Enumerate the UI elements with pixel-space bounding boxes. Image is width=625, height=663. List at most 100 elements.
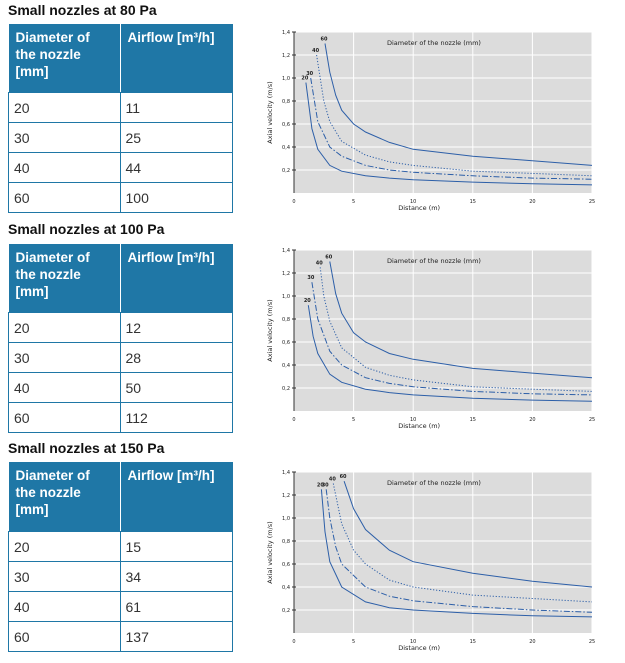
airflow-cell: 11 [119, 92, 233, 123]
y-tick-label: 1,2 [282, 53, 290, 59]
diameter-cell: 20 [8, 312, 121, 343]
x-tick-label: 5 [352, 639, 355, 645]
y-tick-label: 1,0 [282, 516, 290, 522]
y-tick-label: 0,4 [282, 145, 290, 151]
airflow-cell: 100 [119, 182, 233, 213]
header-airflow: Airflow [m³/h] [119, 462, 233, 532]
velocity-chart-80pa: 0,2 0,4 0,6 0,8 1,0 1,2 1,4 0 5 10 15 20 25 Distance … [266, 30, 595, 212]
x-tick-label: 10 [410, 199, 416, 205]
table-row: 20 12 [8, 312, 233, 343]
series-label-20: 20 [304, 298, 311, 304]
series-line-30 [310, 77, 593, 180]
series-line-40 [332, 483, 593, 603]
y-tick-label: 1,4 [282, 30, 290, 36]
table-row: 20 11 [8, 92, 233, 123]
x-tick-label: 0 [292, 639, 295, 645]
section-80pa: Small nozzles at 80 Pa Diameter of the n… [0, 0, 625, 217]
series-line-30 [325, 489, 593, 613]
airflow-cell: 50 [119, 372, 233, 403]
legend-title: Diameter of the nozzle (mm) [387, 39, 481, 47]
x-tick-label: 25 [589, 199, 595, 205]
diameter-cell: 60 [8, 402, 121, 433]
airflow-cell: 34 [119, 561, 233, 592]
x-axis-label: Distance (m) [398, 644, 440, 652]
y-tick-label: 0,6 [282, 562, 290, 568]
y-tick-label: 0,6 [282, 122, 290, 128]
x-tick-label: 0 [292, 199, 295, 205]
y-tick-label: 1,4 [282, 248, 290, 254]
airflow-table: Diameter of the nozzle [mm] Airflow [m³/… [8, 462, 233, 652]
series-label-60: 60 [340, 474, 347, 480]
series-label-30: 30 [307, 275, 314, 281]
y-tick-label: 1,0 [282, 294, 290, 300]
table-row: 20 15 [8, 531, 233, 562]
airflow-cell: 25 [119, 122, 233, 153]
x-tick-label: 10 [410, 639, 416, 645]
y-tick-label: 0,8 [282, 99, 290, 105]
y-tick-label: 0,2 [282, 168, 290, 174]
series-line-40 [316, 54, 593, 177]
y-tick-label: 1,4 [282, 470, 290, 476]
x-tick-label: 20 [529, 639, 535, 645]
diameter-cell: 60 [8, 182, 121, 213]
diameter-cell: 40 [8, 372, 121, 403]
series-line-30 [311, 282, 593, 396]
y-tick-label: 0,6 [282, 340, 290, 346]
x-tick-label: 20 [529, 417, 535, 423]
diameter-cell: 20 [8, 92, 121, 123]
x-axis-label: Distance (m) [398, 422, 440, 430]
y-tick-label: 0,8 [282, 539, 290, 545]
diameter-cell: 20 [8, 531, 121, 562]
velocity-chart-100pa: 0,2 0,4 0,6 0,8 1,0 1,2 1,4 0 5 10 15 20 25 Distance … [266, 248, 595, 430]
section-title: Small nozzles at 100 Pa [8, 221, 165, 237]
series-label-20: 20 [301, 76, 308, 82]
table-header-row: Diameter of the nozzle [mm] Airflow [m³/… [8, 462, 233, 532]
series-label-30: 30 [322, 482, 329, 488]
series-line-60 [343, 481, 593, 588]
series-label-20: 20 [317, 482, 324, 488]
table-row: 40 44 [8, 152, 233, 183]
velocity-chart-150pa: 0,2 0,4 0,6 0,8 1,0 1,2 1,4 0 5 10 15 20 25 Distance … [266, 470, 595, 652]
series-label-30: 30 [306, 71, 313, 77]
series-line-60 [329, 261, 593, 379]
header-diameter: Diameter of the nozzle [mm] [8, 24, 120, 93]
y-tick-label: 1,2 [282, 271, 290, 277]
x-tick-label: 5 [352, 417, 355, 423]
series-label-40: 40 [312, 48, 319, 54]
series-label-60: 60 [321, 37, 328, 43]
section-100pa: Small nozzles at 100 Pa Diameter of the … [0, 218, 625, 436]
x-tick-label: 15 [470, 417, 476, 423]
diameter-cell: 40 [8, 152, 121, 183]
header-diameter: Diameter of the nozzle [mm] [8, 244, 120, 313]
diameter-cell: 40 [8, 591, 121, 622]
y-axis-label: Axial velocity (m/s) [266, 521, 274, 583]
table-row: 30 34 [8, 561, 233, 592]
y-tick-label: 0,8 [282, 317, 290, 323]
series-line-20 [307, 305, 593, 402]
airflow-table: Diameter of the nozzle [mm] Airflow [m³/… [8, 24, 233, 213]
series-line-20 [305, 82, 593, 186]
diameter-cell: 30 [8, 342, 121, 373]
plot-area [294, 32, 592, 193]
airflow-cell: 44 [119, 152, 233, 183]
table-row: 30 28 [8, 342, 233, 373]
x-tick-label: 15 [470, 199, 476, 205]
airflow-cell: 15 [119, 531, 233, 562]
series-label-60: 60 [325, 255, 332, 261]
table-header-row: Diameter of the nozzle [mm] Airflow [m³/… [8, 24, 233, 93]
airflow-cell: 112 [119, 402, 233, 433]
airflow-table: Diameter of the nozzle [mm] Airflow [m³/… [8, 244, 233, 433]
x-tick-label: 25 [589, 417, 595, 423]
x-tick-label: 5 [352, 199, 355, 205]
y-tick-label: 1,2 [282, 493, 290, 499]
table-row: 60 112 [8, 402, 233, 433]
header-diameter: Diameter of the nozzle [mm] [8, 462, 120, 532]
y-axis-label: Axial velocity (m/s) [266, 81, 274, 143]
y-tick-label: 0,2 [282, 608, 290, 614]
x-tick-label: 10 [410, 417, 416, 423]
legend-title: Diameter of the nozzle (mm) [387, 479, 481, 487]
x-axis-label: Distance (m) [398, 204, 440, 212]
header-airflow: Airflow [m³/h] [119, 244, 233, 313]
header-airflow: Airflow [m³/h] [119, 24, 233, 93]
x-tick-label: 20 [529, 199, 535, 205]
